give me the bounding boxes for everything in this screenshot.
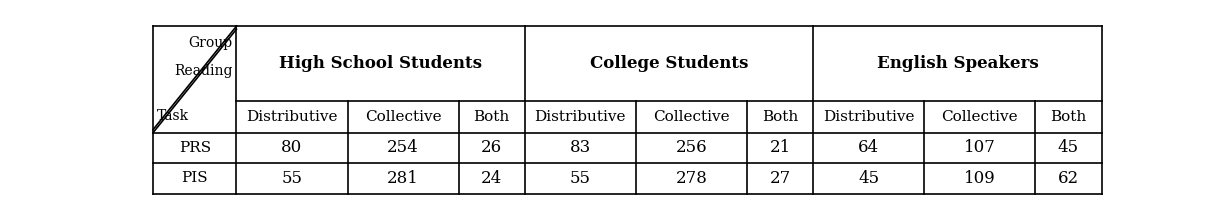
Text: 83: 83 xyxy=(569,139,591,156)
Text: Distributive: Distributive xyxy=(246,110,338,124)
Text: 278: 278 xyxy=(676,170,707,187)
Text: Distributive: Distributive xyxy=(535,110,627,124)
Text: Collective: Collective xyxy=(941,110,1018,124)
Text: 107: 107 xyxy=(963,139,995,156)
Text: 24: 24 xyxy=(481,170,502,187)
Text: 109: 109 xyxy=(963,170,995,187)
Text: Collective: Collective xyxy=(654,110,730,124)
Text: College Students: College Students xyxy=(590,55,748,72)
Text: 55: 55 xyxy=(570,170,591,187)
Text: 45: 45 xyxy=(858,170,879,187)
Text: Both: Both xyxy=(474,110,510,124)
Text: 45: 45 xyxy=(1058,139,1080,156)
Text: 27: 27 xyxy=(770,170,791,187)
Text: Collective: Collective xyxy=(365,110,442,124)
Text: English Speakers: English Speakers xyxy=(876,55,1038,72)
Text: Task: Task xyxy=(157,109,188,123)
Text: Distributive: Distributive xyxy=(823,110,914,124)
Text: 64: 64 xyxy=(858,139,879,156)
Text: 62: 62 xyxy=(1058,170,1080,187)
Text: Reading: Reading xyxy=(174,65,233,78)
Text: 55: 55 xyxy=(282,170,302,187)
Text: 80: 80 xyxy=(282,139,302,156)
Text: High School Students: High School Students xyxy=(279,55,482,72)
Text: 26: 26 xyxy=(481,139,502,156)
Text: Both: Both xyxy=(761,110,798,124)
Text: PIS: PIS xyxy=(181,172,208,186)
Text: 21: 21 xyxy=(770,139,791,156)
Text: Both: Both xyxy=(1050,110,1087,124)
Text: 254: 254 xyxy=(387,139,419,156)
Text: 281: 281 xyxy=(387,170,419,187)
Text: PRS: PRS xyxy=(179,141,211,155)
Text: Group: Group xyxy=(188,36,233,50)
Text: 256: 256 xyxy=(676,139,707,156)
